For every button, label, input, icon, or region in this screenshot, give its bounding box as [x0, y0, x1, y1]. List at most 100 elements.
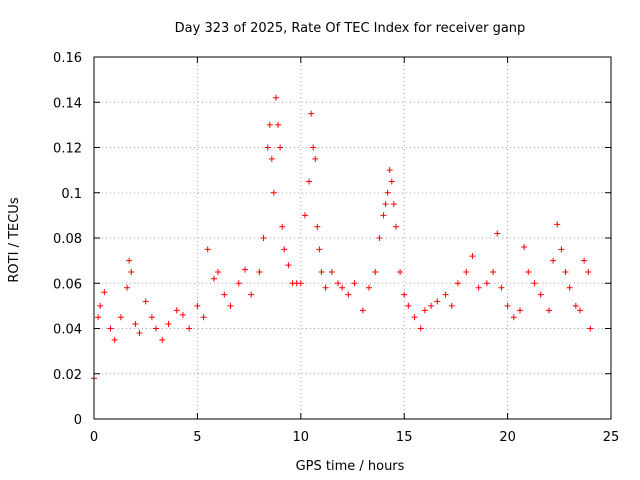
x-tick-label: 15 — [396, 430, 413, 445]
data-point — [392, 223, 399, 230]
data-point — [359, 307, 366, 314]
data-point — [475, 284, 482, 291]
data-point — [504, 302, 511, 309]
data-point — [417, 325, 424, 332]
y-tick-label: 0.12 — [53, 142, 82, 157]
y-tick-label: 0.02 — [53, 368, 82, 383]
data-point — [339, 284, 346, 291]
x-tick-labels: 0 5 10 15 20 25 — [90, 430, 619, 445]
data-point — [268, 155, 275, 162]
data-point — [537, 291, 544, 298]
data-point — [448, 302, 455, 309]
data-point — [275, 121, 282, 128]
x-tick-label: 20 — [499, 430, 516, 445]
data-point — [136, 330, 143, 337]
data-point — [266, 121, 273, 128]
data-point — [531, 280, 538, 287]
y-tick-label: 0.16 — [53, 51, 82, 66]
x-tick-label: 5 — [193, 430, 201, 445]
x-tick-label: 25 — [603, 430, 620, 445]
data-point — [372, 268, 379, 275]
data-point — [318, 268, 325, 275]
y-axis-label: ROTI / TECUs — [7, 197, 22, 282]
data-point — [411, 314, 418, 321]
data-point — [256, 268, 263, 275]
data-point — [576, 307, 583, 314]
axis-ticks — [93, 56, 612, 420]
data-point — [210, 275, 217, 282]
data-point — [585, 268, 592, 275]
data-point — [107, 325, 114, 332]
data-point — [306, 178, 313, 185]
data-point — [111, 336, 118, 343]
y-tick-label: 0.14 — [53, 96, 82, 111]
data-point — [401, 291, 408, 298]
data-point — [545, 307, 552, 314]
data-point — [264, 144, 271, 151]
data-point — [490, 268, 497, 275]
data-point — [227, 302, 234, 309]
y-tick-label: 0.04 — [53, 323, 82, 338]
data-point — [494, 230, 501, 237]
data-point — [335, 280, 342, 287]
data-point — [566, 284, 573, 291]
data-point — [428, 302, 435, 309]
data-point — [179, 311, 186, 318]
data-point — [272, 94, 279, 101]
data-point — [498, 284, 505, 291]
data-point — [165, 320, 172, 327]
data-point — [463, 268, 470, 275]
data-point — [159, 336, 166, 343]
data-point — [390, 201, 397, 208]
data-point — [200, 314, 207, 321]
data-point — [117, 314, 124, 321]
data-point — [281, 246, 288, 253]
y-tick-label: 0.06 — [53, 277, 82, 292]
data-point — [128, 268, 135, 275]
y-tick-label: 0 — [74, 413, 82, 428]
data-points — [91, 94, 594, 382]
data-point — [587, 325, 594, 332]
y-tick-label: 0.1 — [61, 187, 82, 202]
data-point — [554, 221, 561, 228]
x-tick-label: 0 — [90, 430, 98, 445]
data-point — [388, 178, 395, 185]
data-point — [314, 223, 321, 230]
data-point — [186, 325, 193, 332]
data-point — [434, 298, 441, 305]
data-point — [241, 266, 248, 273]
data-point — [308, 110, 315, 117]
data-point — [132, 320, 139, 327]
data-point — [384, 189, 391, 196]
y-tick-label: 0.08 — [53, 232, 82, 247]
data-point — [386, 167, 393, 174]
data-point — [297, 280, 304, 287]
grid-lines — [94, 57, 611, 419]
data-point — [521, 244, 528, 251]
data-point — [126, 257, 133, 264]
x-axis-label: GPS time / hours — [296, 459, 405, 474]
data-point — [248, 291, 255, 298]
data-point — [270, 189, 277, 196]
data-point — [312, 155, 319, 162]
data-point — [558, 246, 565, 253]
data-point — [301, 212, 308, 219]
data-point — [322, 284, 329, 291]
data-point — [194, 302, 201, 309]
data-point — [366, 284, 373, 291]
data-point — [572, 302, 579, 309]
data-point — [469, 253, 476, 260]
data-point — [95, 314, 102, 321]
data-point — [97, 302, 104, 309]
data-point — [328, 268, 335, 275]
data-point — [124, 284, 131, 291]
data-point — [277, 144, 284, 151]
data-point — [260, 235, 267, 241]
data-point — [173, 307, 180, 314]
data-point — [405, 302, 412, 309]
data-point — [345, 291, 352, 298]
data-point — [285, 262, 292, 269]
data-point — [215, 268, 222, 275]
data-point — [310, 144, 317, 151]
